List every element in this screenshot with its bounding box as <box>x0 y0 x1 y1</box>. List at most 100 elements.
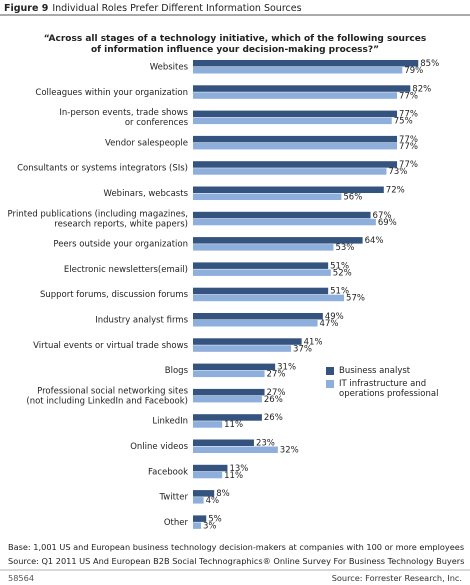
category-label: research reports, white papers) <box>54 219 188 229</box>
value-label: 69% <box>378 218 397 228</box>
bar <box>193 414 262 421</box>
bar <box>193 338 302 345</box>
bar <box>193 262 329 269</box>
value-label: 32% <box>280 446 299 456</box>
bar <box>193 439 254 446</box>
category-label: Other <box>164 518 189 528</box>
bar <box>193 85 411 92</box>
base-note: Base: 1,001 US and European business tec… <box>8 542 465 552</box>
value-label: 77% <box>399 142 418 152</box>
category-label: In-person events, trade shows <box>59 108 188 118</box>
category-label: Online videos <box>130 442 188 452</box>
bar <box>193 446 278 453</box>
value-label: 13% <box>229 464 248 474</box>
bar <box>193 363 276 371</box>
value-label: 26% <box>264 395 283 405</box>
legend-swatch <box>326 380 334 388</box>
value-label: 27% <box>267 370 286 380</box>
value-label: 56% <box>343 193 362 203</box>
bar <box>193 464 228 472</box>
category-label: Electronic newsletters(email) <box>64 265 188 275</box>
question: “Across all stages of a technology initi… <box>43 34 427 55</box>
chart-title: Individual Roles Prefer Different Inform… <box>52 3 302 14</box>
value-label: 77% <box>399 160 418 170</box>
value-label: 8% <box>216 489 230 499</box>
bar <box>193 193 342 200</box>
bar <box>193 168 387 175</box>
value-label: 23% <box>256 439 275 449</box>
category-label: Industry analyst firms <box>95 316 188 326</box>
bar <box>193 294 345 302</box>
credit: Source: Forrester Research, Inc. <box>331 573 462 583</box>
value-label: 51% <box>330 261 349 271</box>
bar <box>193 269 331 276</box>
bar <box>193 370 265 378</box>
bar <box>193 161 398 168</box>
value-label: 41% <box>304 337 323 347</box>
category-label: or conferences <box>125 118 189 128</box>
bar <box>193 237 363 244</box>
value-label: 67% <box>373 211 392 221</box>
category-label: Virtual events or virtual trade shows <box>33 341 188 351</box>
value-label: 79% <box>404 66 423 76</box>
category-label: LinkedIn <box>152 417 188 427</box>
value-label: 64% <box>365 236 384 246</box>
legend-item: Business analyst <box>326 366 456 376</box>
bar <box>193 497 204 504</box>
bar <box>193 218 376 226</box>
value-label: 77% <box>399 135 418 145</box>
category-label: Professional social networking sites <box>37 386 188 396</box>
value-label: 82% <box>412 84 431 94</box>
category-label: Colleagues within your organization <box>35 88 188 98</box>
value-label: 51% <box>330 287 349 297</box>
value-label: 49% <box>325 312 344 322</box>
category-label: Consultants or systems integrators (SIs) <box>17 164 188 174</box>
header: Figure 9 Individual Roles Prefer Differen… <box>4 3 302 14</box>
bar <box>193 471 223 479</box>
bar <box>193 515 207 522</box>
category-label: Support forums, discussion forums <box>40 290 189 300</box>
value-label: 72% <box>386 186 405 196</box>
value-label: 53% <box>335 243 354 253</box>
value-label: 11% <box>224 471 243 481</box>
value-label: 37% <box>293 344 312 354</box>
category-label: Blogs <box>165 366 189 376</box>
category-label: Peers outside your organization <box>53 240 188 250</box>
legend: Business analyst IT infrastructure and op… <box>326 366 456 402</box>
category-label: Websites <box>150 63 189 73</box>
source-note: Source: Q1 2011 US And European B2B Soci… <box>8 556 465 566</box>
value-label: 3% <box>203 521 217 531</box>
category-label: Printed publications (including magazine… <box>8 209 188 219</box>
bar <box>193 117 392 125</box>
value-label: 77% <box>399 91 418 101</box>
value-label: 75% <box>394 117 413 127</box>
category-label: Facebook <box>148 467 188 477</box>
category-label: Twitter <box>159 493 189 503</box>
bar <box>193 92 398 99</box>
legend-label: IT infrastructure and operations profess… <box>339 379 439 399</box>
bar <box>193 287 329 295</box>
value-label: 11% <box>224 420 243 430</box>
legend-label: Business analyst <box>339 366 411 376</box>
value-label: 47% <box>320 319 339 329</box>
value-label: 85% <box>420 59 439 69</box>
legend-item: IT infrastructure and operations profess… <box>326 379 456 399</box>
value-label: 26% <box>264 413 283 423</box>
bar <box>193 388 265 396</box>
value-label: 27% <box>267 388 286 398</box>
bar <box>193 490 215 497</box>
bar <box>193 313 323 320</box>
value-label: 57% <box>346 294 365 304</box>
bar <box>193 421 223 428</box>
value-label: 73% <box>388 167 407 177</box>
document-id: 58564 <box>8 573 35 583</box>
category-label: Vendor salespeople <box>105 138 188 148</box>
bar <box>193 186 384 193</box>
value-label: 52% <box>333 268 352 278</box>
bar <box>193 60 419 67</box>
legend-swatch <box>326 367 334 375</box>
bar <box>193 110 398 118</box>
value-label: 31% <box>277 363 296 373</box>
